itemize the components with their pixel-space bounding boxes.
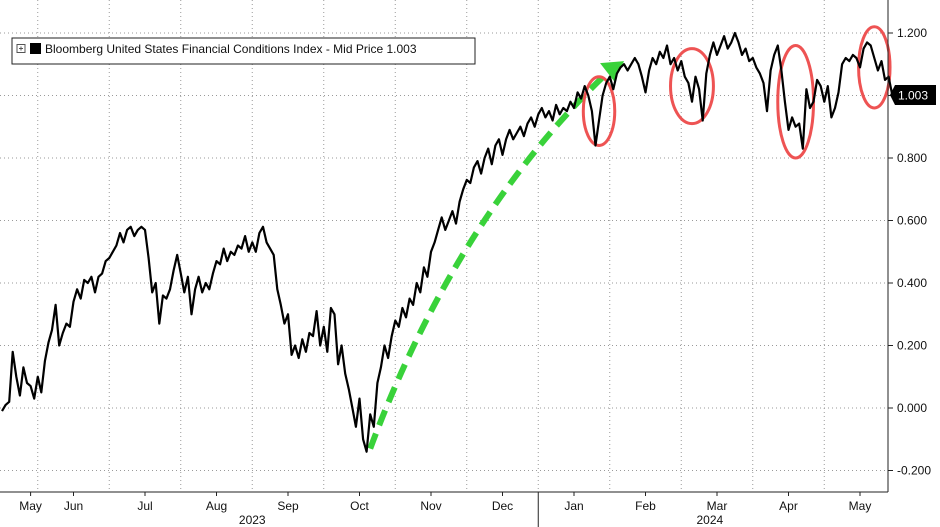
x-tick-label: Jun xyxy=(64,499,83,513)
highlight-ellipse xyxy=(669,47,715,126)
grid xyxy=(0,0,888,492)
x-axis: May Jun Jul Aug Sep Oct Nov Dec Jan Feb Mar Apr May 2… xyxy=(0,491,888,527)
x-tick-label: May xyxy=(19,499,42,513)
y-tick-label: 0.800 xyxy=(897,151,927,165)
fci-series-line xyxy=(1,31,894,453)
series-layer xyxy=(1,31,894,453)
x-tick-label: Jul xyxy=(137,499,152,513)
legend: Bloomberg United States Financial Condit… xyxy=(11,37,476,65)
x-tick-label: Oct xyxy=(350,499,369,513)
x-tick-label: Sep xyxy=(277,499,299,513)
last-value-tag-bg xyxy=(890,85,936,105)
y-tick-label: 0.400 xyxy=(897,276,927,290)
x-tick-label: Jan xyxy=(564,499,583,513)
x-year-label: 2024 xyxy=(696,513,723,527)
y-axis: 1.2001.0000.8000.6000.4000.2000.000-0.20… xyxy=(887,0,931,492)
y-tick-label: 0.600 xyxy=(897,214,927,228)
x-tick-label: Dec xyxy=(492,499,513,513)
trend-arrow-shaft xyxy=(367,67,613,450)
last-value-label: 1.003 xyxy=(898,89,928,103)
x-tick-label: Apr xyxy=(779,499,798,513)
last-value-tag: 1.003 xyxy=(890,85,936,105)
highlight-ellipse xyxy=(581,75,617,147)
trend-arrow-head xyxy=(600,61,625,82)
annotations xyxy=(367,25,892,450)
legend-label: Bloomberg United States Financial Condit… xyxy=(45,42,417,56)
x-tick-label: Aug xyxy=(206,499,227,513)
y-tick-label: 0.000 xyxy=(897,401,927,415)
x-tick-label: May xyxy=(849,499,872,513)
x-tick-label: Nov xyxy=(420,499,441,513)
highlight-ellipse xyxy=(857,25,892,110)
y-tick-label: 1.200 xyxy=(897,26,927,40)
y-tick-label: -0.200 xyxy=(897,464,931,478)
x-tick-label: Mar xyxy=(707,499,728,513)
legend-swatch xyxy=(30,43,41,54)
legend-box xyxy=(11,37,476,65)
y-tick-label: 0.200 xyxy=(897,339,927,353)
x-tick-label: Feb xyxy=(635,499,656,513)
x-year-label: 2023 xyxy=(239,513,266,527)
